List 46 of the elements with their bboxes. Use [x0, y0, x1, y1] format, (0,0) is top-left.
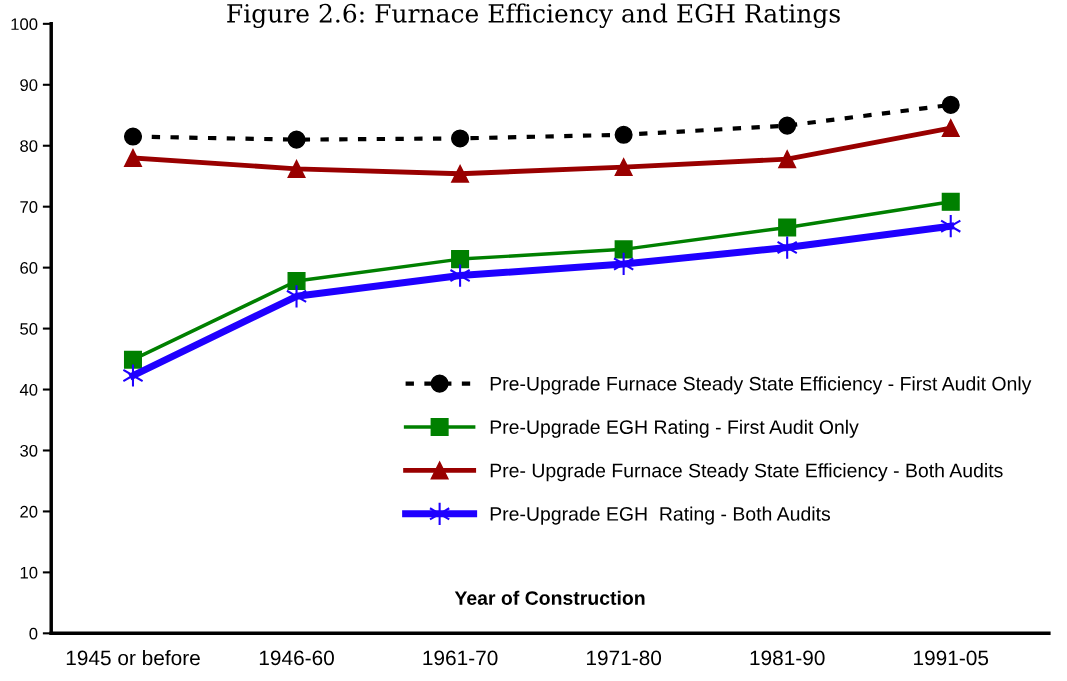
- legend-label: Pre-Upgrade EGH Rating - First Audit Only: [490, 419, 859, 438]
- point: [287, 272, 306, 291]
- legend-label: Pre- Upgrade Furnace Steady State Efficiency - Both Audits: [490, 463, 1003, 482]
- point: [940, 214, 962, 239]
- point: [123, 148, 143, 167]
- point: [614, 125, 633, 144]
- point: [123, 350, 143, 369]
- y-tick-label: 40: [19, 383, 38, 396]
- point: [451, 129, 470, 148]
- point: [123, 127, 143, 146]
- y-tick-label: 90: [20, 79, 38, 91]
- point: [614, 240, 633, 259]
- point: [449, 263, 471, 288]
- y-tick-label: 70: [20, 201, 38, 213]
- point: [122, 363, 144, 388]
- x-tick-label: 1981-90: [750, 650, 825, 666]
- y-tick-label: 20: [20, 505, 38, 518]
- point: [287, 159, 306, 178]
- x-tick-label: 1971-80: [587, 650, 662, 666]
- point: [451, 164, 470, 183]
- x-tick-label: 1945 or before: [66, 650, 200, 666]
- y-tick-label: 30: [20, 444, 38, 457]
- legend-label: Pre-Upgrade EGH Rating - Both Audits: [490, 506, 831, 525]
- legend-label: Pre-Upgrade Furnace Steady State Efficiency - First Audit Only: [490, 376, 1032, 395]
- y-tick-label: 0: [29, 627, 38, 640]
- point: [941, 192, 960, 211]
- y-tick-label: 50: [20, 322, 38, 335]
- point: [941, 95, 960, 114]
- point: [287, 130, 306, 149]
- x-axis-title: Year of Construction: [454, 590, 645, 605]
- point: [778, 218, 797, 237]
- point: [941, 119, 960, 138]
- x-tick-label: 1961-70: [423, 650, 498, 666]
- point: [776, 235, 798, 260]
- chart-title: Figure 2.6: Furnace Efficiency and EGH Ratings: [227, 3, 840, 28]
- y-tick-label: 80: [20, 140, 38, 152]
- x-tick-label: 1991-05: [914, 650, 989, 666]
- x-tick-label: 1946-60: [259, 650, 334, 666]
- y-tick-label: 10: [20, 566, 38, 579]
- point: [451, 250, 470, 269]
- point: [285, 284, 308, 309]
- point: [614, 158, 633, 177]
- point: [778, 116, 797, 135]
- y-tick-label: 100: [11, 18, 38, 31]
- point: [778, 150, 797, 169]
- y-tick-label: 60: [20, 262, 38, 274]
